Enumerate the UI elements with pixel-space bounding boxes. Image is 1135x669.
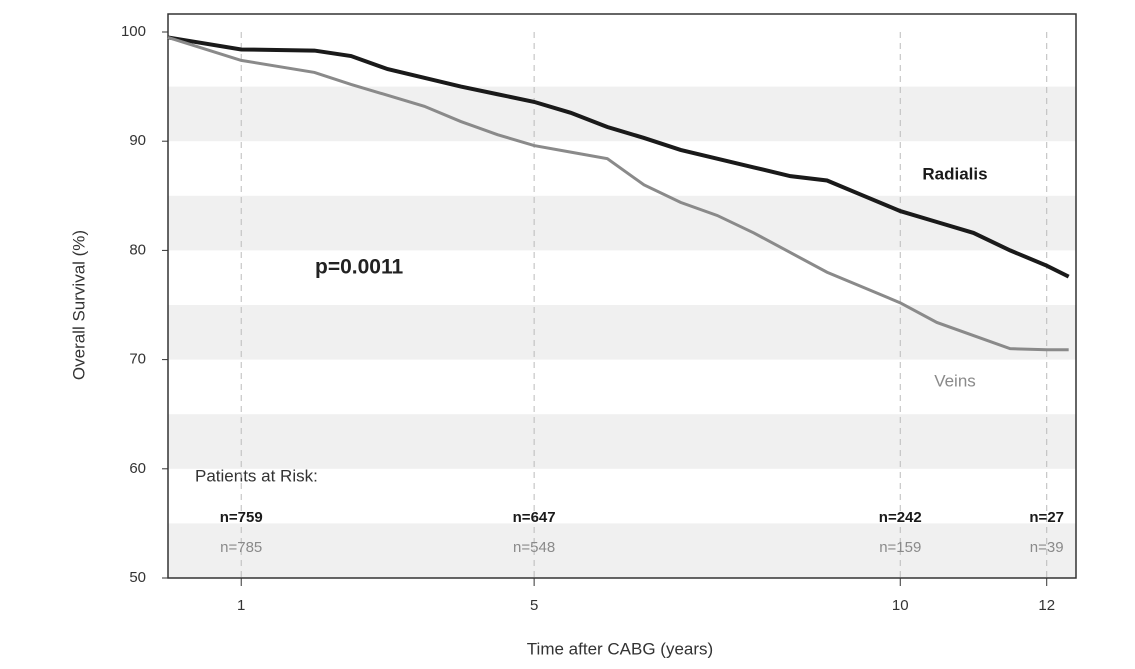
y-tick-label: 90 — [129, 132, 146, 149]
risk-count: n=759 — [220, 509, 263, 526]
y-tick-label: 60 — [129, 460, 146, 477]
risk-count: n=159 — [879, 539, 921, 556]
survival-line — [167, 35, 1070, 279]
risk-count: n=39 — [1030, 539, 1064, 556]
x-tick-label: 12 — [1038, 597, 1055, 614]
series-label: Radialis — [922, 164, 987, 183]
band — [168, 305, 1076, 360]
risk-count: n=548 — [513, 539, 555, 556]
y-tick-label: 70 — [129, 351, 146, 368]
risk-count: n=27 — [1029, 509, 1064, 526]
band — [168, 195, 1076, 251]
y-tick-label: 50 — [129, 569, 146, 586]
y-axis-label: Overall Survival (%) — [69, 230, 88, 380]
x-axis-label: Time after CABG (years) — [527, 639, 713, 658]
band — [168, 414, 1076, 469]
y-tick-label: 80 — [129, 241, 146, 258]
y-tick-label: 100 — [121, 23, 146, 40]
risk-count: n=647 — [513, 509, 556, 526]
x-tick-label: 1 — [237, 597, 245, 614]
series-label: Veins — [934, 371, 976, 390]
x-tick-label: 5 — [530, 597, 538, 614]
band — [168, 523, 1076, 578]
risk-count: n=242 — [879, 509, 922, 526]
risk-title: Patients at Risk: — [195, 466, 318, 485]
x-tick-label: 10 — [892, 597, 909, 614]
p-value: p=0.0011 — [315, 256, 403, 279]
plot-frame — [167, 13, 1077, 579]
risk-count: n=785 — [220, 539, 262, 556]
survival-line — [167, 36, 1069, 352]
